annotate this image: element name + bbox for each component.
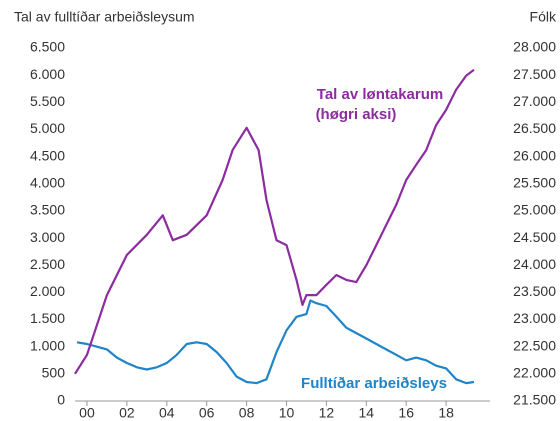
y-tick-label: 0 [57,392,65,408]
x-tick-label: 18 [438,405,454,421]
x-tick-label: 16 [398,405,414,421]
y2-tick-label: 22.000 [513,365,556,381]
y-tick-label: 3.000 [30,229,65,245]
y-tick-label: 500 [42,365,66,381]
x-tick-label: 12 [319,405,335,421]
annotation: Tal av løntakarum [317,86,443,103]
y2-tick-label: 23.500 [513,283,556,299]
x-tick-label: 02 [119,405,135,421]
y-tick-label: 1.000 [30,337,65,353]
annotation: Fulltíðar arbeiðsleys [301,375,447,392]
y2-tick-label: 24.500 [513,229,556,245]
y-tick-label: 3.500 [30,202,65,218]
x-tick-label: 00 [79,405,95,421]
annotation: (høgri aksi) [316,106,397,123]
y-tick-label: 2.500 [30,256,65,272]
y-tick-label: 4.000 [30,174,65,190]
y2-tick-label: 24.000 [513,256,556,272]
y2-axis-title: Fólk [530,9,557,25]
y2-tick-label: 28.000 [513,39,556,55]
y2-tick-label: 26.000 [513,147,556,163]
y-tick-label: 5.500 [30,93,65,109]
y2-tick-label: 27.000 [513,93,556,109]
y-tick-label: 2.000 [30,283,65,299]
y2-tick-label: 21.500 [513,392,556,408]
y-tick-label: 5.000 [30,120,65,136]
y2-tick-label: 23.000 [513,310,556,326]
x-tick-label: 08 [239,405,255,421]
y2-tick-label: 25.000 [513,202,556,218]
y2-tick-label: 27.500 [513,66,556,82]
y-axis-title: Tal av fulltíðar arbeiðsleysum [14,9,195,25]
x-tick-label: 10 [279,405,295,421]
y-tick-label: 4.500 [30,147,65,163]
y-tick-label: 1.500 [30,310,65,326]
y-tick-label: 6.000 [30,66,65,82]
y2-tick-label: 26.500 [513,120,556,136]
x-tick-label: 06 [199,405,215,421]
y2-tick-label: 22.500 [513,337,556,353]
y2-tick-label: 25.500 [513,174,556,190]
x-tick-label: 04 [159,405,175,421]
series-line [74,68,475,375]
y-tick-label: 6.500 [30,39,65,55]
x-tick-label: 14 [359,405,375,421]
series-line [76,299,475,385]
